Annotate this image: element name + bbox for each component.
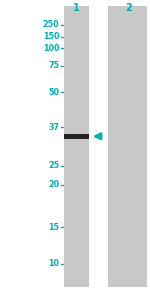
Text: 20: 20 bbox=[48, 180, 59, 189]
Text: 10: 10 bbox=[48, 259, 59, 268]
Text: 250: 250 bbox=[43, 21, 59, 29]
Text: 100: 100 bbox=[43, 44, 59, 53]
Text: 1: 1 bbox=[73, 3, 80, 13]
Bar bbox=[108, 6, 147, 287]
Text: 2: 2 bbox=[125, 3, 132, 13]
Text: 15: 15 bbox=[48, 223, 59, 231]
Bar bbox=[64, 134, 89, 139]
Text: 37: 37 bbox=[48, 123, 59, 132]
Text: 75: 75 bbox=[48, 62, 59, 70]
Text: 50: 50 bbox=[48, 88, 59, 97]
Text: 25: 25 bbox=[48, 161, 59, 170]
Text: 150: 150 bbox=[43, 32, 59, 41]
Bar bbox=[64, 6, 89, 287]
